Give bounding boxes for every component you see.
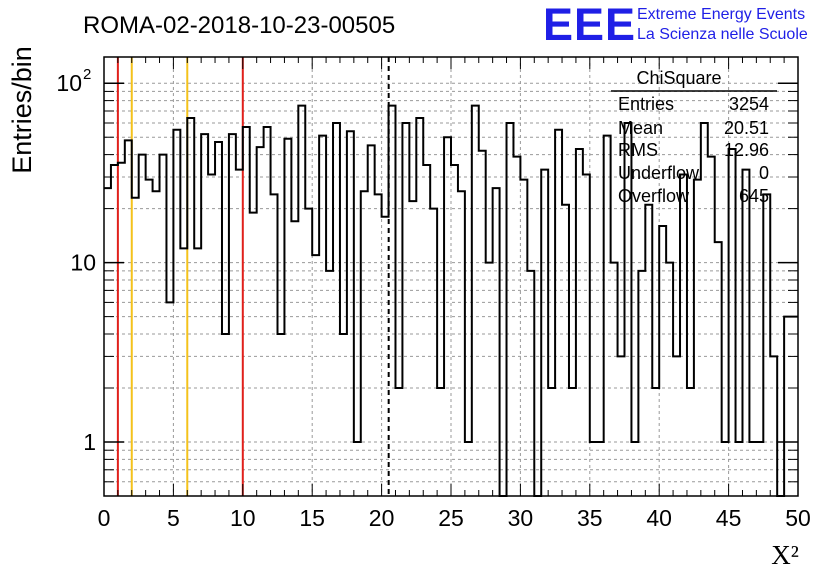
- x-tick-label: 30: [508, 505, 534, 531]
- stats-label-rms: RMS: [618, 140, 658, 160]
- x-axis-label: X²: [771, 540, 799, 570]
- stats-box: ChiSquare Entries 3254 Mean 20.51 RMS 12…: [611, 68, 777, 206]
- y-tick-label: 10: [70, 250, 96, 276]
- x-tick-label: 35: [577, 505, 603, 531]
- stats-value-rms: 12.96: [724, 140, 769, 160]
- stats-label-underflow: Underflow: [618, 163, 700, 183]
- logo-line-2: La Scienza nelle Scuole: [637, 26, 808, 43]
- x-tick-label: 15: [299, 505, 325, 531]
- stats-value-underflow: 0: [759, 163, 769, 183]
- y-axis-label: Entries/bin: [7, 46, 37, 174]
- x-tick-label: 10: [230, 505, 256, 531]
- y-tick-label: 1: [83, 429, 96, 455]
- stats-label-mean: Mean: [618, 118, 663, 138]
- x-tick-label: 20: [369, 505, 395, 531]
- eee-logo: EEE Extreme Energy Events La Scienza nel…: [543, 0, 808, 50]
- y-tick-label: 10: [56, 70, 82, 96]
- stats-value-mean: 20.51: [724, 118, 769, 138]
- x-tick-label: 40: [646, 505, 672, 531]
- axis-ticks: [103, 57, 799, 496]
- x-tick-label: 45: [716, 505, 742, 531]
- logo-line-1: Extreme Energy Events: [637, 6, 805, 23]
- stats-title: ChiSquare: [636, 68, 721, 88]
- stats-value-overflow: 645: [739, 186, 769, 206]
- y-tick-label-exponent: 2: [83, 66, 91, 83]
- histogram-line: [104, 104, 798, 497]
- x-tick-label: 5: [167, 505, 180, 531]
- grid-lines: [103, 57, 799, 496]
- x-tick-label: 0: [98, 505, 111, 531]
- logo-mark: EEE: [543, 0, 636, 50]
- x-tick-label: 50: [785, 505, 811, 531]
- run-title: ROMA-02-2018-10-23-00505: [83, 12, 395, 39]
- stats-label-overflow: Overflow: [618, 186, 690, 206]
- stats-label-entries: Entries: [618, 94, 674, 114]
- x-tick-label: 25: [438, 505, 464, 531]
- x-tick-labels: 0 5 10 15 20 25 30 35 40 45 50: [98, 505, 811, 531]
- stats-value-entries: 3254: [729, 94, 769, 114]
